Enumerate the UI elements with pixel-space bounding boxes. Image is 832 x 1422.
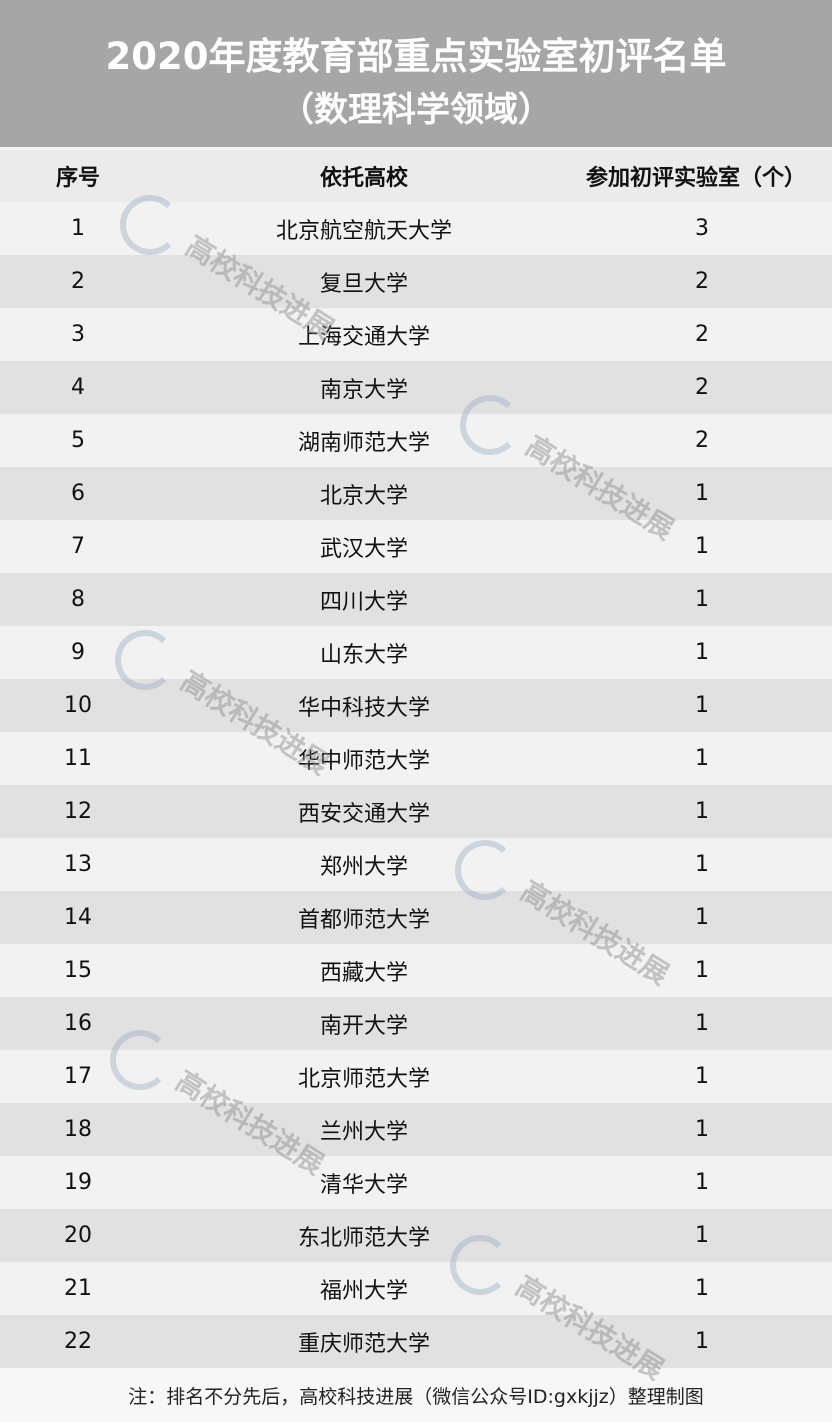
- cell-university: 复旦大学: [319, 271, 408, 297]
- cell-lab-count: 2: [695, 269, 709, 294]
- cell-university: 北京航空航天大学: [275, 218, 452, 244]
- cell-university: 湖南师范大学: [297, 430, 430, 456]
- cell-lab-count: 1: [695, 799, 709, 824]
- cell-index: 9: [71, 640, 85, 665]
- cell-lab-count: 2: [695, 375, 709, 400]
- cell-index: 1: [71, 216, 85, 241]
- column-header-lab-count: 参加初评实验室（个）: [585, 166, 806, 191]
- cell-university: 郑州大学: [319, 854, 408, 880]
- title-line2: （数理科学领域）: [280, 90, 552, 130]
- table-row: 5 湖南师范大学 2: [0, 414, 832, 467]
- cell-index: 7: [71, 534, 85, 559]
- cell-lab-count: 1: [695, 1117, 709, 1142]
- table-row: 6 北京大学 1: [0, 467, 832, 520]
- table-row: 4 南京大学 2: [0, 361, 832, 414]
- cell-university: 南京大学: [319, 377, 408, 403]
- cell-index: 3: [71, 322, 85, 347]
- cell-index: 16: [64, 1011, 92, 1036]
- cell-index: 5: [71, 428, 85, 453]
- cell-index: 11: [64, 746, 92, 771]
- cell-index: 2: [71, 269, 85, 294]
- cell-lab-count: 3: [695, 216, 709, 241]
- cell-university: 华中科技大学: [297, 695, 430, 721]
- table-row: 1 北京航空航天大学 3: [0, 202, 832, 255]
- table-row: 12 西安交通大学 1: [0, 785, 832, 838]
- cell-lab-count: 1: [695, 1276, 709, 1301]
- cell-university: 山东大学: [319, 642, 408, 668]
- table-row: 17 北京师范大学 1: [0, 1050, 832, 1103]
- column-header-university: 依托高校: [319, 166, 408, 191]
- table-row: 2 复旦大学 2: [0, 255, 832, 308]
- cell-lab-count: 1: [695, 746, 709, 771]
- cell-university: 上海交通大学: [297, 324, 430, 350]
- table-row: 16 南开大学 1: [0, 997, 832, 1050]
- cell-university: 西安交通大学: [297, 801, 430, 827]
- cell-lab-count: 1: [695, 1170, 709, 1195]
- table-row: 7 武汉大学 1: [0, 520, 832, 573]
- cell-university: 首都师范大学: [297, 907, 430, 933]
- table-row: 18 兰州大学 1: [0, 1103, 832, 1156]
- cell-index: 21: [64, 1276, 92, 1301]
- cell-university: 清华大学: [319, 1172, 408, 1198]
- cell-index: 17: [64, 1064, 92, 1089]
- cell-lab-count: 1: [695, 1329, 709, 1354]
- cell-university: 南开大学: [319, 1013, 408, 1039]
- table-row: 22 重庆师范大学 1: [0, 1315, 832, 1368]
- cell-university: 福州大学: [319, 1278, 408, 1304]
- cell-lab-count: 1: [695, 1223, 709, 1248]
- cell-lab-count: 2: [695, 428, 709, 453]
- cell-lab-count: 1: [695, 693, 709, 718]
- cell-lab-count: 1: [695, 905, 709, 930]
- cell-university: 东北师范大学: [297, 1225, 430, 1251]
- table-row: 19 清华大学 1: [0, 1156, 832, 1209]
- footer-note: 注：排名不分先后，高校科技进展（微信公众号ID:gxkjjz）整理制图: [0, 1368, 832, 1422]
- cell-index: 19: [64, 1170, 92, 1195]
- cell-lab-count: 1: [695, 1064, 709, 1089]
- title-banner: 2020年度教育部重点实验室初评名单 （数理科学领域）: [0, 0, 832, 147]
- cell-university: 四川大学: [319, 589, 408, 615]
- column-header-index: 序号: [55, 166, 100, 191]
- cell-lab-count: 1: [695, 587, 709, 612]
- cell-index: 12: [64, 799, 92, 824]
- cell-university: 重庆师范大学: [297, 1331, 430, 1357]
- table-row: 3 上海交通大学 2: [0, 308, 832, 361]
- table-row: 8 四川大学 1: [0, 573, 832, 626]
- cell-index: 8: [71, 587, 85, 612]
- cell-index: 15: [64, 958, 92, 983]
- cell-university: 西藏大学: [319, 960, 408, 986]
- table-row: 14 首都师范大学 1: [0, 891, 832, 944]
- cell-university: 华中师范大学: [297, 748, 430, 774]
- table-header: 序号 依托高校 参加初评实验室（个）: [0, 150, 832, 202]
- cell-lab-count: 1: [695, 481, 709, 506]
- cell-index: 14: [64, 905, 92, 930]
- cell-university: 兰州大学: [319, 1119, 408, 1145]
- table-row: 10 华中科技大学 1: [0, 679, 832, 732]
- table-row: 20 东北师范大学 1: [0, 1209, 832, 1262]
- cell-lab-count: 1: [695, 1011, 709, 1036]
- table-row: 11 华中师范大学 1: [0, 732, 832, 785]
- cell-university: 北京师范大学: [297, 1066, 430, 1092]
- cell-lab-count: 1: [695, 640, 709, 665]
- cell-lab-count: 1: [695, 852, 709, 877]
- cell-index: 13: [64, 852, 92, 877]
- cell-index: 22: [64, 1329, 92, 1354]
- table-row: 15 西藏大学 1: [0, 944, 832, 997]
- cell-index: 6: [71, 481, 85, 506]
- table-row: 13 郑州大学 1: [0, 838, 832, 891]
- table-row: 9 山东大学 1: [0, 626, 832, 679]
- title-line1: 2020年度教育部重点实验室初评名单: [105, 35, 727, 78]
- cell-index: 10: [64, 693, 92, 718]
- cell-university: 北京大学: [319, 483, 408, 509]
- cell-index: 18: [64, 1117, 92, 1142]
- cell-lab-count: 1: [695, 534, 709, 559]
- cell-lab-count: 1: [695, 958, 709, 983]
- cell-university: 武汉大学: [319, 536, 408, 562]
- cell-lab-count: 2: [695, 322, 709, 347]
- cell-index: 20: [64, 1223, 92, 1248]
- table-row: 21 福州大学 1: [0, 1262, 832, 1315]
- cell-index: 4: [71, 375, 85, 400]
